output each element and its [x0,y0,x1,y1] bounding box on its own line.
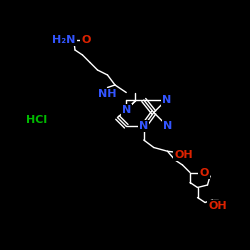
Text: O: O [82,35,91,45]
Text: N: N [139,121,148,131]
Text: OH: OH [174,150,193,160]
Text: HCl: HCl [26,115,47,125]
Text: N: N [163,121,172,131]
Text: N: N [162,95,171,105]
Text: OH: OH [208,201,227,211]
Text: H₂N: H₂N [52,35,76,45]
Text: NH: NH [98,89,117,99]
Text: O: O [199,168,208,177]
Text: N: N [122,105,131,115]
